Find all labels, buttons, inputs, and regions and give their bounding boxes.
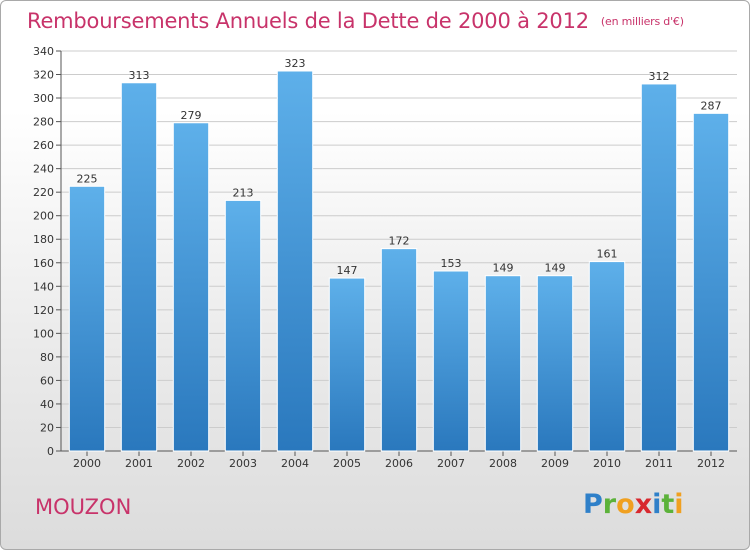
value-label-2012: 287 <box>701 99 722 112</box>
value-label-2001: 313 <box>129 69 150 82</box>
bar-2003 <box>224 199 262 452</box>
value-label-2004: 323 <box>285 57 306 70</box>
y-tick-label: 320 <box>33 69 54 82</box>
bar-2006 <box>380 248 418 452</box>
commune-name: MOUZON <box>35 495 132 519</box>
bar-2005 <box>328 277 366 452</box>
logo-letter: o <box>616 489 635 520</box>
x-tick-label-2008: 2008 <box>489 457 517 470</box>
x-tick-label-2010: 2010 <box>593 457 621 470</box>
y-tick-label: 120 <box>33 304 54 317</box>
x-tick-label-2003: 2003 <box>229 457 257 470</box>
data-labels: 225 313 279 213 323 147 172 153 149 149 161 312 287 <box>77 57 722 277</box>
bars <box>68 70 730 452</box>
x-tick-label-2011: 2011 <box>645 457 673 470</box>
bar-2004 <box>276 70 314 452</box>
logo-letter: x <box>634 489 653 520</box>
y-tick-label: 220 <box>33 186 54 199</box>
value-label-2010: 161 <box>597 248 618 261</box>
x-tick-label-2001: 2001 <box>125 457 153 470</box>
bar-2011 <box>640 83 678 452</box>
y-tick-label: 40 <box>40 398 54 411</box>
chart-title-text: Remboursements Annuels de la Dette de 20… <box>27 9 589 33</box>
bar-2000 <box>68 185 106 452</box>
y-tick-label: 80 <box>40 351 54 364</box>
value-label-2011: 312 <box>649 70 670 83</box>
value-label-2000: 225 <box>77 172 98 185</box>
logo-letter: i <box>674 489 684 520</box>
bar-2007 <box>432 270 470 452</box>
x-tick-label-2000: 2000 <box>73 457 101 470</box>
y-tick-label: 60 <box>40 374 54 387</box>
bar-2009 <box>536 275 574 452</box>
x-tick-label-2006: 2006 <box>385 457 413 470</box>
bar-2010 <box>588 261 626 452</box>
logo-letter: t <box>661 489 675 520</box>
y-tick-label: 240 <box>33 163 54 176</box>
chart-subtitle: (en milliers d'€) <box>600 15 684 28</box>
value-label-2006: 172 <box>389 235 410 248</box>
logo-letter: P <box>583 489 603 520</box>
y-tick-label: 200 <box>33 210 54 223</box>
bar-2012 <box>692 112 730 452</box>
y-tick-label: 0 <box>47 445 54 458</box>
x-tick-label-2009: 2009 <box>541 457 569 470</box>
y-tick-label: 340 <box>33 45 54 58</box>
x-tick-label-2012: 2012 <box>697 457 725 470</box>
value-label-2007: 153 <box>441 257 462 270</box>
x-tick-label-2002: 2002 <box>177 457 205 470</box>
y-tick-label: 280 <box>33 116 54 129</box>
x-tick-label-2005: 2005 <box>333 457 361 470</box>
logo-letter: r <box>602 489 617 520</box>
y-tick-label: 160 <box>33 257 54 270</box>
proxiti-logo: Proxiti <box>583 489 684 520</box>
bar-2002 <box>172 122 210 452</box>
bar-2008 <box>484 275 522 452</box>
y-tick-label: 140 <box>33 280 54 293</box>
value-label-2002: 279 <box>181 109 202 122</box>
y-tick-label: 300 <box>33 92 54 105</box>
y-tick-label: 260 <box>33 139 54 152</box>
value-label-2008: 149 <box>493 262 514 275</box>
logo-letter: i <box>652 489 662 520</box>
value-label-2003: 213 <box>233 186 254 199</box>
y-tick-label: 20 <box>40 421 54 434</box>
chart-title: Remboursements Annuels de la Dette de 20… <box>27 9 684 33</box>
x-tick-label-2004: 2004 <box>281 457 309 470</box>
value-label-2005: 147 <box>337 264 358 277</box>
y-tick-label: 100 <box>33 327 54 340</box>
value-label-2009: 149 <box>545 262 566 275</box>
bar-2001 <box>120 82 158 452</box>
y-tick-label: 180 <box>33 233 54 246</box>
x-tick-label-2007: 2007 <box>437 457 465 470</box>
